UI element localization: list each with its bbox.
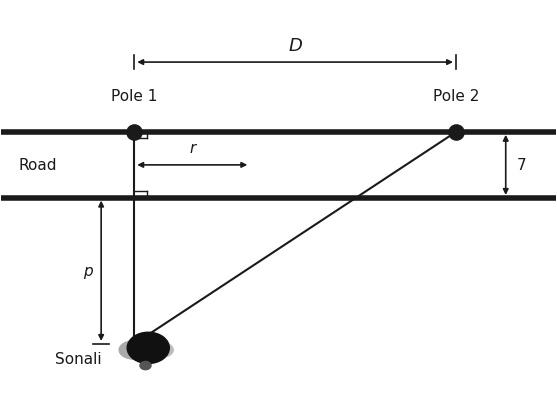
Text: Pole 2: Pole 2 <box>433 89 479 104</box>
Circle shape <box>127 332 169 363</box>
Circle shape <box>140 361 151 370</box>
Ellipse shape <box>151 343 173 357</box>
Text: Sonali: Sonali <box>55 351 101 366</box>
Point <box>451 129 460 136</box>
Text: Road: Road <box>18 158 56 173</box>
Text: p: p <box>83 263 93 279</box>
Point <box>130 129 139 136</box>
Text: r: r <box>189 140 196 155</box>
Text: D: D <box>288 37 302 55</box>
Text: 7: 7 <box>517 158 526 173</box>
Ellipse shape <box>119 341 150 359</box>
Text: Pole 1: Pole 1 <box>111 89 158 104</box>
